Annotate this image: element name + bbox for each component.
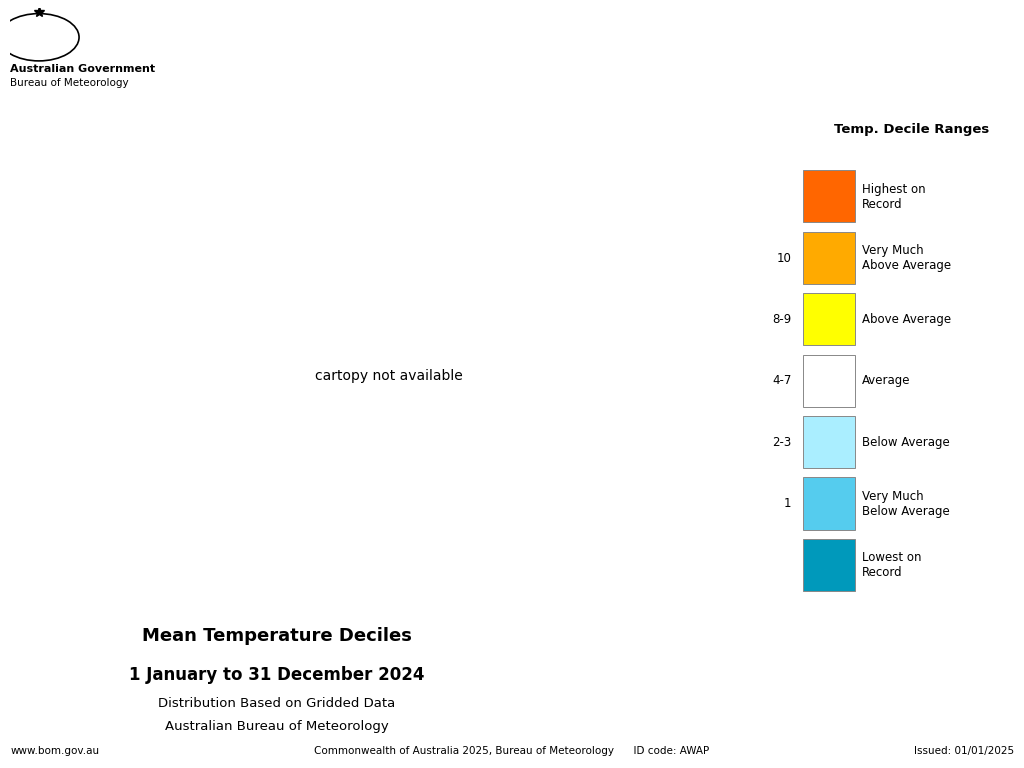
Bar xyxy=(803,539,855,591)
Text: 2-3: 2-3 xyxy=(772,436,792,449)
Bar xyxy=(803,478,855,530)
Bar xyxy=(803,170,855,223)
Text: 1 January to 31 December 2024: 1 January to 31 December 2024 xyxy=(129,666,424,684)
Text: Lowest on
Record: Lowest on Record xyxy=(862,551,922,579)
Text: 1: 1 xyxy=(784,498,792,510)
Text: Australian Government: Australian Government xyxy=(10,64,156,74)
Text: Issued: 01/01/2025: Issued: 01/01/2025 xyxy=(913,746,1014,756)
Text: Bureau of Meteorology: Bureau of Meteorology xyxy=(10,78,129,88)
Text: Very Much
Below Average: Very Much Below Average xyxy=(862,490,950,518)
Text: Average: Average xyxy=(862,375,910,387)
Text: Very Much
Above Average: Very Much Above Average xyxy=(862,244,951,272)
Text: 10: 10 xyxy=(776,252,792,264)
Text: Australian Bureau of Meteorology: Australian Bureau of Meteorology xyxy=(165,720,388,733)
Bar xyxy=(803,416,855,468)
Text: 4-7: 4-7 xyxy=(772,375,792,387)
Text: 8-9: 8-9 xyxy=(772,313,792,326)
Text: www.bom.gov.au: www.bom.gov.au xyxy=(10,746,99,756)
Text: Below Average: Below Average xyxy=(862,436,950,449)
Text: Commonwealth of Australia 2025, Bureau of Meteorology      ID code: AWAP: Commonwealth of Australia 2025, Bureau o… xyxy=(314,746,710,756)
Bar xyxy=(803,355,855,407)
Text: Distribution Based on Gridded Data: Distribution Based on Gridded Data xyxy=(158,697,395,710)
Text: cartopy not available: cartopy not available xyxy=(315,369,463,383)
Text: Mean Temperature Deciles: Mean Temperature Deciles xyxy=(141,627,412,645)
Bar xyxy=(803,232,855,284)
Text: Above Average: Above Average xyxy=(862,313,951,326)
Bar xyxy=(803,293,855,346)
Text: Highest on
Record: Highest on Record xyxy=(862,183,926,210)
Text: Temp. Decile Ranges: Temp. Decile Ranges xyxy=(834,123,989,136)
